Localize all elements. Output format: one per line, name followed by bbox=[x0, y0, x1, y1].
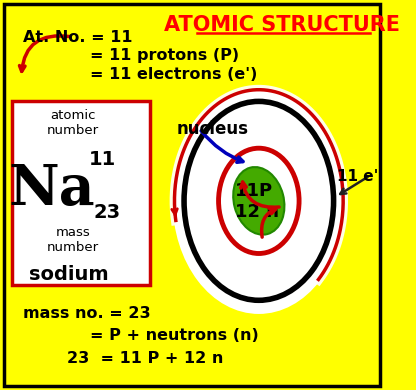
Text: mass
number: mass number bbox=[47, 226, 99, 254]
Text: 23  = 11 P + 12 n: 23 = 11 P + 12 n bbox=[67, 351, 223, 365]
Ellipse shape bbox=[209, 136, 309, 265]
Text: = 11 electrons (e'): = 11 electrons (e') bbox=[90, 67, 258, 82]
Text: = 11 protons (P): = 11 protons (P) bbox=[90, 48, 239, 63]
Text: sodium: sodium bbox=[29, 266, 109, 284]
Text: nucleus: nucleus bbox=[176, 121, 248, 138]
Text: 12 n: 12 n bbox=[235, 203, 279, 221]
Text: mass no. = 23: mass no. = 23 bbox=[23, 307, 151, 321]
Ellipse shape bbox=[233, 167, 285, 235]
Text: 11P: 11P bbox=[235, 182, 273, 200]
Text: 11: 11 bbox=[89, 150, 116, 168]
Text: = P + neutrons (n): = P + neutrons (n) bbox=[90, 328, 259, 343]
Text: Na: Na bbox=[8, 161, 95, 217]
FancyBboxPatch shape bbox=[4, 4, 380, 386]
Text: ATOMIC STRUCTURE: ATOMIC STRUCTURE bbox=[164, 15, 400, 35]
Text: 23: 23 bbox=[93, 203, 120, 222]
Text: atomic
number: atomic number bbox=[47, 109, 99, 137]
Text: At. No. = 11: At. No. = 11 bbox=[23, 30, 133, 44]
FancyBboxPatch shape bbox=[12, 101, 149, 285]
Ellipse shape bbox=[173, 88, 345, 314]
Text: 11 e': 11 e' bbox=[337, 169, 378, 184]
